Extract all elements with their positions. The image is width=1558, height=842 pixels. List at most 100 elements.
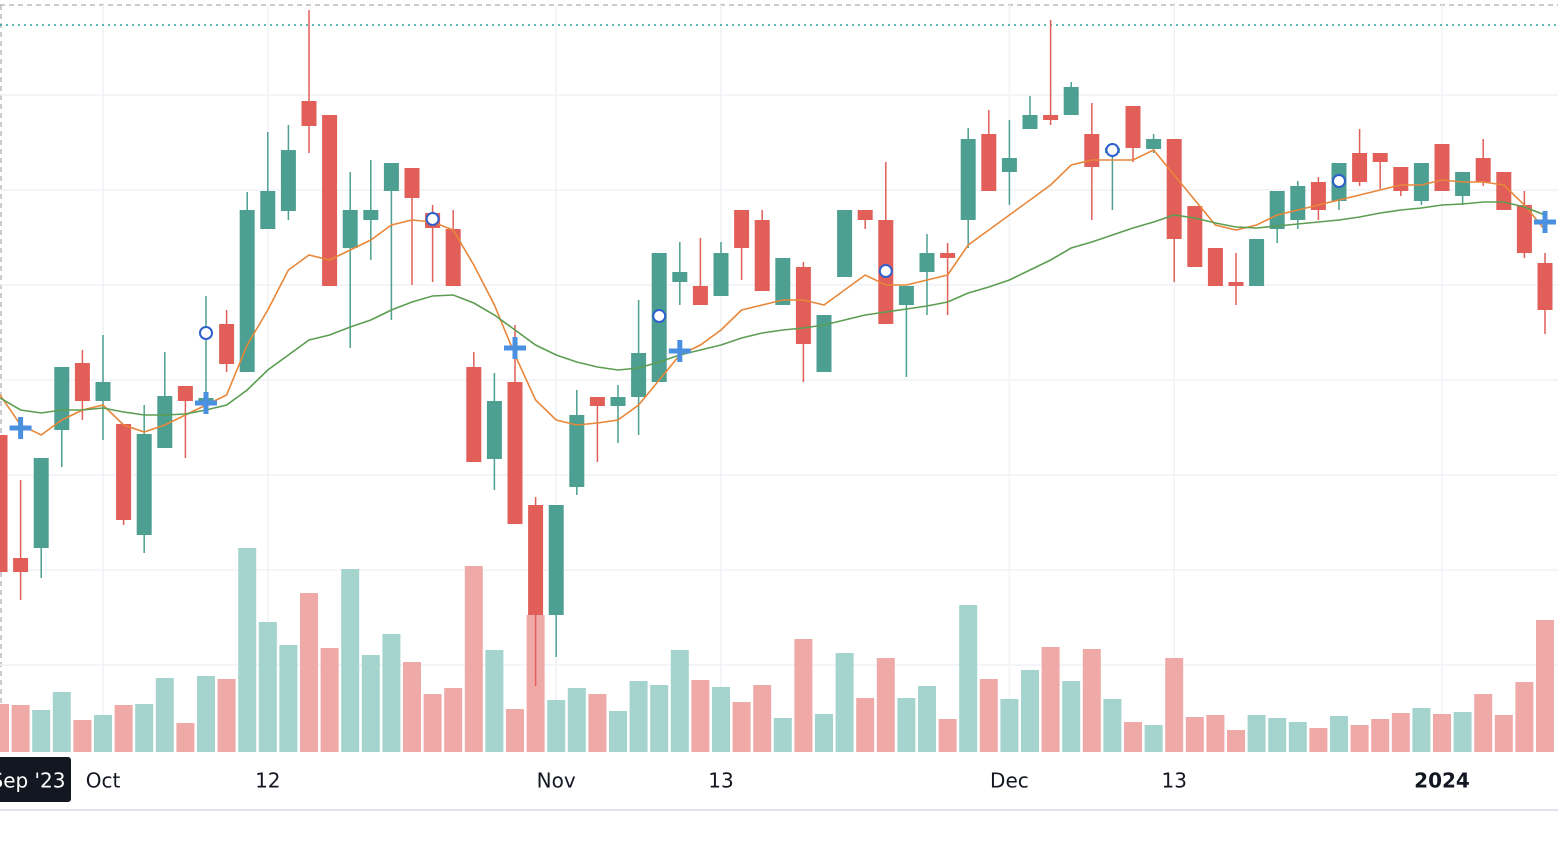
candle-body (13, 558, 29, 572)
candle-body (74, 363, 90, 401)
volume-bar (52, 692, 71, 752)
volume-bar (1391, 713, 1410, 752)
candle-body (445, 229, 461, 286)
volume-bar (1021, 670, 1039, 752)
volume-bar (135, 704, 154, 752)
candle-body (1166, 139, 1182, 239)
volume-bar (1474, 694, 1493, 752)
volume-bar (382, 634, 401, 752)
candle-body (260, 191, 276, 229)
candle-body (1290, 186, 1306, 220)
signal-circle (1332, 174, 1346, 188)
candle-body (1125, 106, 1141, 148)
volume-bar (815, 714, 833, 752)
volume-bar (464, 566, 483, 752)
candle-body (33, 458, 49, 548)
candle-body (1063, 87, 1079, 115)
signal-cross (1534, 211, 1556, 233)
volume-bar (876, 658, 895, 752)
candle-body (734, 210, 750, 248)
candle-body (795, 267, 811, 344)
candle-body (1249, 239, 1265, 286)
signal-circle (652, 309, 667, 323)
volume-bar (73, 720, 92, 752)
candle-body (775, 258, 791, 305)
volume-bar (1494, 715, 1513, 752)
volume-bar (835, 653, 854, 752)
candle-body (1372, 153, 1388, 162)
volume-bar (300, 593, 318, 752)
signal-cross (504, 337, 526, 359)
candle-body (301, 101, 317, 126)
candle-body (672, 272, 688, 282)
volume-bar (1453, 712, 1472, 752)
candle-body (837, 210, 853, 277)
volume-bar (258, 622, 277, 752)
signal-cross (668, 340, 691, 362)
volume-bar (361, 655, 380, 752)
volume-bar (794, 639, 813, 752)
candle-body (239, 210, 255, 372)
x-tick-label: Oct (86, 769, 121, 793)
candle-body (404, 168, 420, 198)
crosshair-label: Sep '23 (0, 769, 66, 793)
candle-body (157, 396, 173, 448)
volume-bar (712, 687, 730, 752)
candle-body (1043, 115, 1059, 120)
volume-bar (114, 705, 133, 752)
candle-body (919, 253, 935, 272)
volume-bar (1103, 699, 1122, 752)
volume-bar (567, 688, 586, 752)
candle-body (548, 505, 564, 615)
candle-body (631, 353, 647, 397)
candle-body (1310, 182, 1326, 210)
volume-bar (506, 709, 524, 752)
volume-bar (1000, 699, 1019, 752)
volume-bar (979, 679, 998, 752)
volume-bar (320, 648, 339, 752)
candle-body (507, 382, 523, 524)
volume-bar (670, 650, 689, 752)
volume-bar (609, 711, 627, 752)
volume-bar (773, 718, 792, 752)
volume-bar (1206, 715, 1225, 752)
signal-circle (878, 264, 893, 278)
candle-body (136, 434, 152, 535)
x-tick-label: Dec (990, 769, 1029, 793)
moving-average (0, 149, 1546, 436)
signal-circle (425, 212, 440, 226)
volume-bar (279, 645, 298, 752)
candle-body (1269, 191, 1285, 229)
volume-bar (11, 705, 30, 752)
volume-bar (1227, 730, 1245, 752)
volume-bar (217, 679, 236, 752)
x-tick-label: 12 (255, 769, 280, 793)
candle-body (857, 210, 873, 220)
volume-bar (1288, 722, 1307, 752)
volume-bar (1247, 715, 1266, 752)
candle-body (754, 220, 770, 291)
candle-body (569, 415, 585, 487)
candle-body (1393, 167, 1409, 191)
volume-bar (753, 685, 772, 752)
candle-body (960, 139, 976, 220)
candle-body (1084, 134, 1100, 167)
volume-bar (1536, 620, 1554, 752)
volume-bar (588, 694, 607, 752)
volume-bar (0, 704, 9, 752)
candle-body (322, 115, 338, 286)
volume-bar (732, 702, 751, 752)
candle-body (981, 134, 997, 191)
volume-bar (1515, 682, 1534, 752)
candle-body (383, 163, 399, 191)
signal-cross (195, 392, 217, 414)
x-tick-label: Nov (537, 769, 576, 793)
x-tick-label: 2024 (1414, 769, 1470, 793)
candle-body (898, 286, 914, 305)
volume-bar (1350, 725, 1369, 752)
volume-bar (1082, 649, 1101, 752)
candle-body (486, 401, 502, 459)
volume-bar (1062, 681, 1081, 752)
volume-bar (547, 700, 566, 752)
candle-body (466, 367, 482, 462)
